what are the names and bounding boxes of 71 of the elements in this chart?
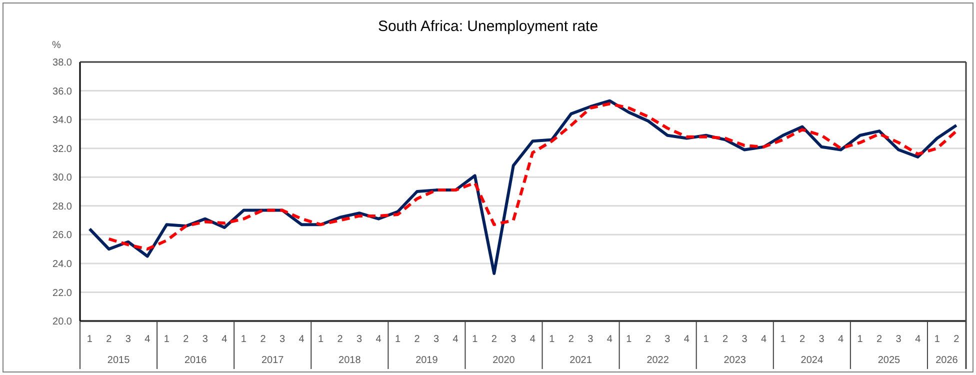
y-tick-label: 22.0 [52,288,72,299]
x-tick-label: 1 [86,334,93,346]
text: 2021 [570,355,592,366]
y-tick-label: 38.0 [52,58,72,69]
x-tick-label: 2 [183,334,190,346]
y-tick-label: 28.0 [52,201,72,212]
y-tick-label: 26.0 [52,230,72,242]
x-tick-label: 4 [144,334,151,346]
y-tick-label: 20.0 [52,316,72,328]
x-tick-label: 1 [395,334,402,346]
x-tick-label: 4 [760,334,767,346]
x-tick-label: 4 [376,334,382,346]
x-tick-label: 3 [279,334,286,346]
x-tick-label: 1 [626,334,632,346]
x-tick-label: 3 [664,334,671,346]
x-tick-label: 1 [472,334,478,346]
x-tick-label: 2 [568,334,574,346]
x-tick-label: 3 [742,334,748,346]
x-tick-label: 1 [318,334,324,346]
text: 2019 [416,355,438,366]
y-tick-label: 24.0 [52,258,72,270]
x-tick-label: 4 [298,334,305,346]
x-tick-label: 3 [356,334,362,346]
x-tick-label: 3 [125,334,132,346]
x-tick-label: 4 [838,334,844,346]
text: 2020 [492,355,516,366]
text: 2026 [936,355,958,366]
x-tick-label: 2 [954,334,960,346]
x-tick-label: 2 [645,334,652,346]
y-axis-title: % [52,40,61,51]
x-tick-label: 2 [260,334,266,346]
x-tick-label: 3 [588,334,594,346]
chart-title: South Africa: Unemployment rate [376,18,600,35]
y-tick-label: 30.0 [52,172,72,184]
x-tick-label: 1 [164,334,170,346]
x-tick-label: 1 [549,334,556,346]
x-tick-label: 4 [530,334,536,346]
y-tick-label: 36.0 [52,86,72,98]
x-tick-label: 3 [896,334,902,346]
x-tick-label: 4 [606,334,613,346]
x-tick-label: 1 [934,334,940,346]
text: 2025 [878,355,901,366]
x-tick-label: 3 [202,334,208,346]
x-tick-label: 2 [414,334,420,346]
y-tick-label: 34.0 [52,115,72,126]
x-tick-label: 2 [106,334,112,346]
text: 2016 [184,355,208,366]
x-tick-label: 1 [703,334,710,346]
x-tick-label: 2 [876,334,883,346]
text: 2022 [646,355,670,366]
text: 2015 [107,355,130,366]
x-tick-label: 4 [452,334,459,346]
x-tick-label: 4 [915,334,922,346]
text: 2017 [261,355,284,366]
x-tick-label: 3 [434,334,440,346]
x-tick-label: 4 [222,334,228,346]
x-tick-label: 3 [510,334,517,346]
x-tick-label: 3 [818,334,825,346]
text: 2024 [800,355,824,366]
x-tick-label: 2 [800,334,806,346]
y-tick-label: 32.0 [52,144,72,155]
x-tick-label: 2 [722,334,728,346]
x-tick-label: 1 [780,334,786,346]
x-tick-label: 1 [240,334,247,346]
x-tick-label: 2 [491,334,498,346]
x-tick-label: 4 [684,334,690,346]
x-tick-label: 1 [857,334,864,346]
line-series [107,102,958,251]
text: 2023 [724,355,746,366]
text: 2018 [338,355,362,366]
x-tick-label: 2 [337,334,344,346]
